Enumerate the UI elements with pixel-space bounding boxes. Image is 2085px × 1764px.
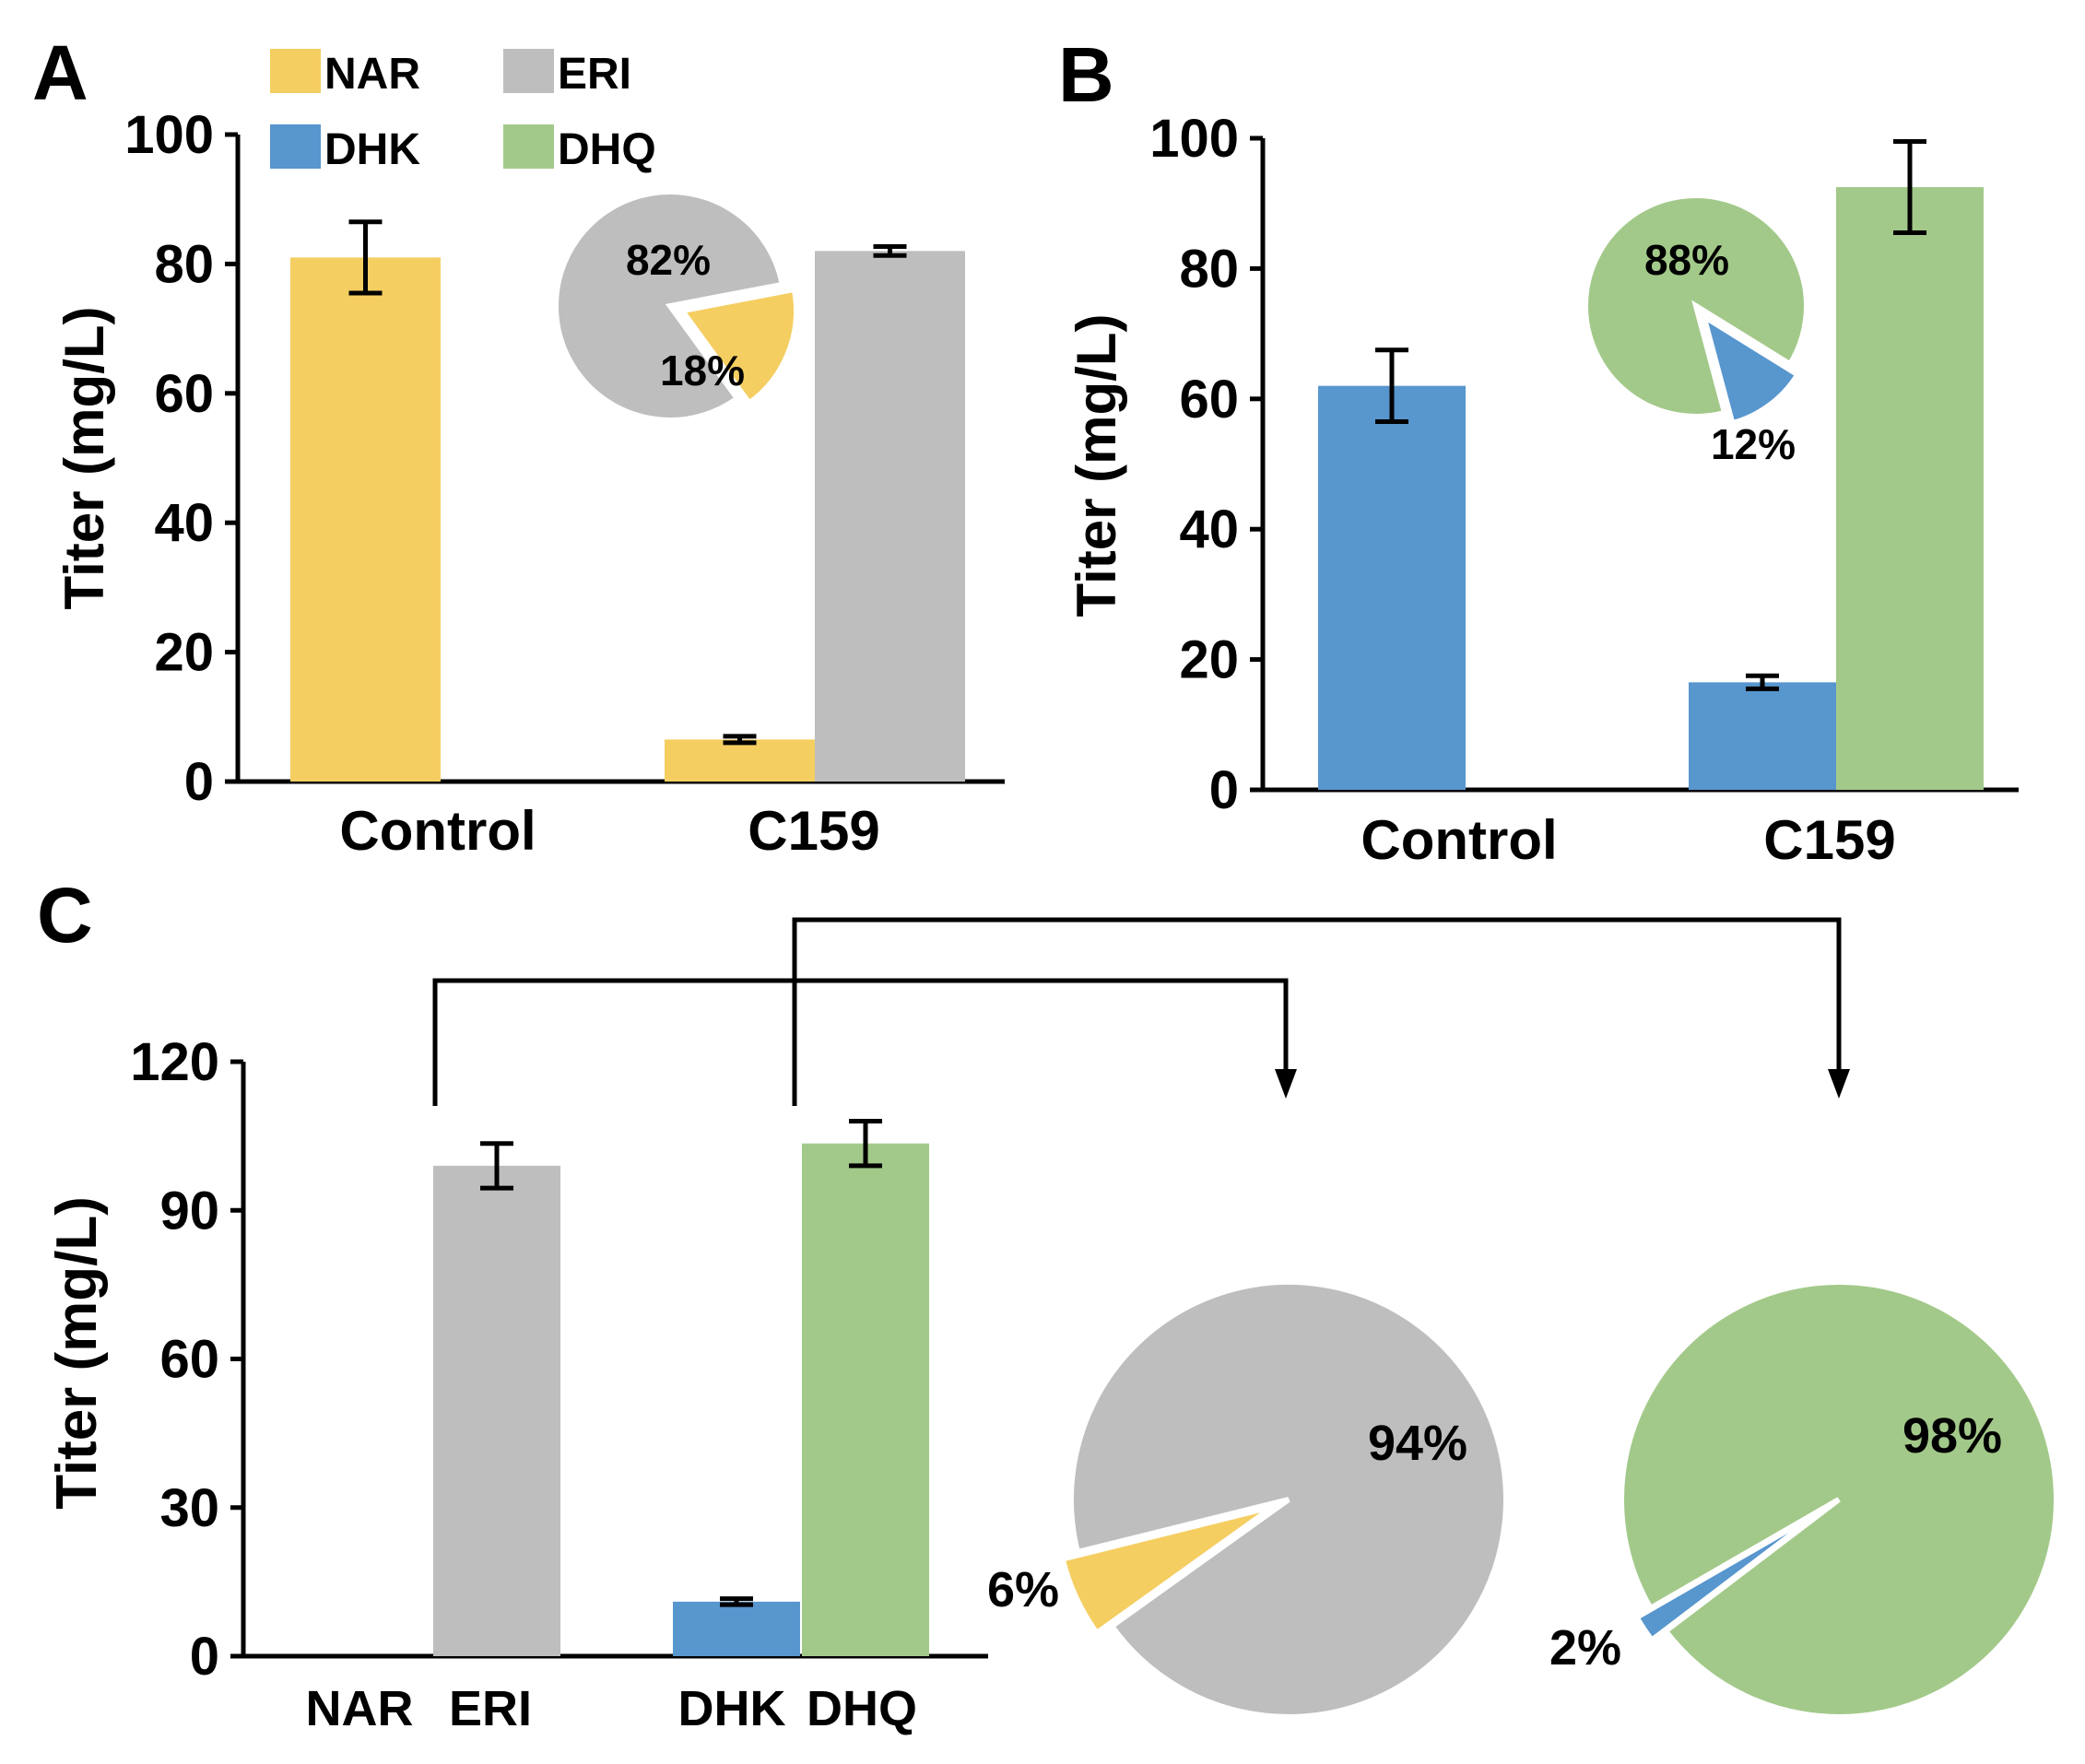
pie-label: 2% bbox=[1549, 1620, 1621, 1676]
bar bbox=[290, 257, 441, 782]
bars-c bbox=[433, 1143, 929, 1656]
chart-panel-b: 0 20 40 60 80 100 Control C159 Titer (mg/L) 8… bbox=[1066, 109, 2019, 871]
y-axis-label-b: Titer (mg/L) bbox=[1066, 314, 1127, 617]
chart-panel-a: 0 20 40 60 80 100 Control C159 Titer (mg/L) 8… bbox=[53, 49, 1005, 862]
pie-slice bbox=[553, 189, 786, 423]
pie-slice bbox=[1699, 310, 1802, 427]
y-tick-label: 0 bbox=[184, 752, 214, 812]
connector-arrows bbox=[432, 917, 1842, 1106]
y-tick-label: 40 bbox=[1179, 500, 1239, 559]
pie-label: 6% bbox=[987, 1562, 1059, 1617]
x-tick-label: ERI bbox=[449, 1681, 532, 1736]
bar bbox=[802, 1143, 929, 1656]
y-tick-label: 40 bbox=[154, 493, 214, 553]
bar bbox=[1318, 385, 1466, 790]
x-tick-label: Control bbox=[1361, 809, 1557, 871]
bar bbox=[1689, 682, 1836, 790]
error-bars-b bbox=[1375, 139, 1926, 691]
pie-slice bbox=[677, 286, 799, 407]
y-tick-label: 0 bbox=[190, 1627, 219, 1687]
y-tick-label: 60 bbox=[1179, 370, 1239, 429]
y-tick-label: 0 bbox=[1209, 760, 1239, 820]
bar bbox=[665, 739, 815, 782]
y-ticks-a: 0 20 40 60 80 100 bbox=[124, 105, 238, 812]
connector-dhq bbox=[792, 917, 1842, 1106]
pie-label: 12% bbox=[1711, 420, 1796, 468]
pie-label: 82% bbox=[626, 236, 711, 284]
panel-label-b: B bbox=[1058, 31, 1114, 118]
bar bbox=[433, 1165, 560, 1656]
pie-slice bbox=[1632, 1506, 1827, 1644]
pie-labels-b: 88% 12% bbox=[1644, 236, 1796, 468]
bars-b bbox=[1318, 187, 1984, 790]
pie-labels-a: 82% 18% bbox=[626, 236, 745, 394]
y-tick-label: 90 bbox=[159, 1181, 219, 1241]
y-ticks-c: 0 30 60 90 120 bbox=[130, 1032, 243, 1687]
pie-label: 98% bbox=[1902, 1408, 2002, 1464]
panel-label-a: A bbox=[32, 29, 88, 116]
legend-label: NAR bbox=[324, 50, 420, 99]
legend-swatch-eri bbox=[503, 49, 554, 93]
x-tick-label: NAR bbox=[306, 1681, 414, 1736]
connector-eri bbox=[432, 978, 1289, 1106]
x-tick-label: C159 bbox=[1763, 809, 1895, 871]
arrowhead bbox=[1828, 1069, 1850, 1099]
y-tick-label: 80 bbox=[154, 234, 214, 294]
legend-label: DHK bbox=[324, 125, 420, 174]
y-tick-label: 20 bbox=[1179, 630, 1239, 690]
legend-label: ERI bbox=[558, 50, 631, 99]
y-axis-label-c: Titer (mg/L) bbox=[45, 1196, 109, 1510]
x-tick-label: Control bbox=[339, 800, 536, 862]
legend-swatch-dhq bbox=[503, 124, 554, 169]
error-bars-c bbox=[480, 1119, 882, 1607]
x-ticks-b: Control C159 bbox=[1361, 809, 1895, 871]
pie-labels-c: 94% 6% 98% 2% bbox=[987, 1408, 2002, 1676]
bar bbox=[1836, 187, 1984, 790]
legend-swatch-nar bbox=[270, 49, 321, 93]
inset-pie-b bbox=[1583, 193, 1809, 427]
legend-label: DHQ bbox=[558, 125, 656, 174]
pie-label: 88% bbox=[1644, 236, 1729, 284]
pie-dhq-dhk bbox=[1619, 1279, 2060, 1721]
y-tick-label: 20 bbox=[154, 623, 214, 683]
legend-swatch-dhk bbox=[270, 124, 321, 169]
pie-slice bbox=[1059, 1503, 1276, 1638]
y-tick-label: 100 bbox=[1149, 109, 1239, 169]
bar bbox=[815, 251, 965, 782]
y-tick-label: 30 bbox=[159, 1478, 219, 1538]
x-ticks-a: Control C159 bbox=[339, 800, 879, 862]
x-ticks-c: NAR ERI DHK DHQ bbox=[306, 1681, 918, 1736]
panel-label-c: C bbox=[37, 872, 93, 958]
pie-label: 94% bbox=[1368, 1416, 1467, 1471]
y-tick-label: 60 bbox=[159, 1330, 219, 1390]
y-axis-label-a: Titer (mg/L) bbox=[53, 307, 115, 610]
y-tick-label: 120 bbox=[130, 1032, 219, 1092]
x-tick-label: C159 bbox=[748, 800, 879, 862]
arrowhead bbox=[1275, 1069, 1297, 1099]
y-tick-label: 60 bbox=[154, 364, 214, 424]
error-bars-a bbox=[348, 219, 907, 746]
pie-slice bbox=[1619, 1279, 2060, 1721]
bar bbox=[673, 1601, 800, 1656]
x-tick-label: DHK bbox=[678, 1681, 786, 1736]
inset-pie-a bbox=[553, 189, 799, 423]
y-ticks-b: 0 20 40 60 80 100 bbox=[1149, 109, 1263, 820]
pie-eri-nar bbox=[1059, 1279, 1509, 1720]
pie-slice bbox=[1068, 1279, 1509, 1720]
legend: NAR ERI DHK DHQ bbox=[270, 49, 656, 174]
y-tick-label: 100 bbox=[124, 105, 214, 165]
x-tick-label: DHQ bbox=[807, 1681, 917, 1736]
arrowheads bbox=[1275, 1069, 1850, 1099]
pie-slice bbox=[1583, 193, 1809, 419]
pie-label: 18% bbox=[660, 347, 745, 394]
y-tick-label: 80 bbox=[1179, 239, 1239, 299]
bars-a bbox=[290, 251, 965, 782]
